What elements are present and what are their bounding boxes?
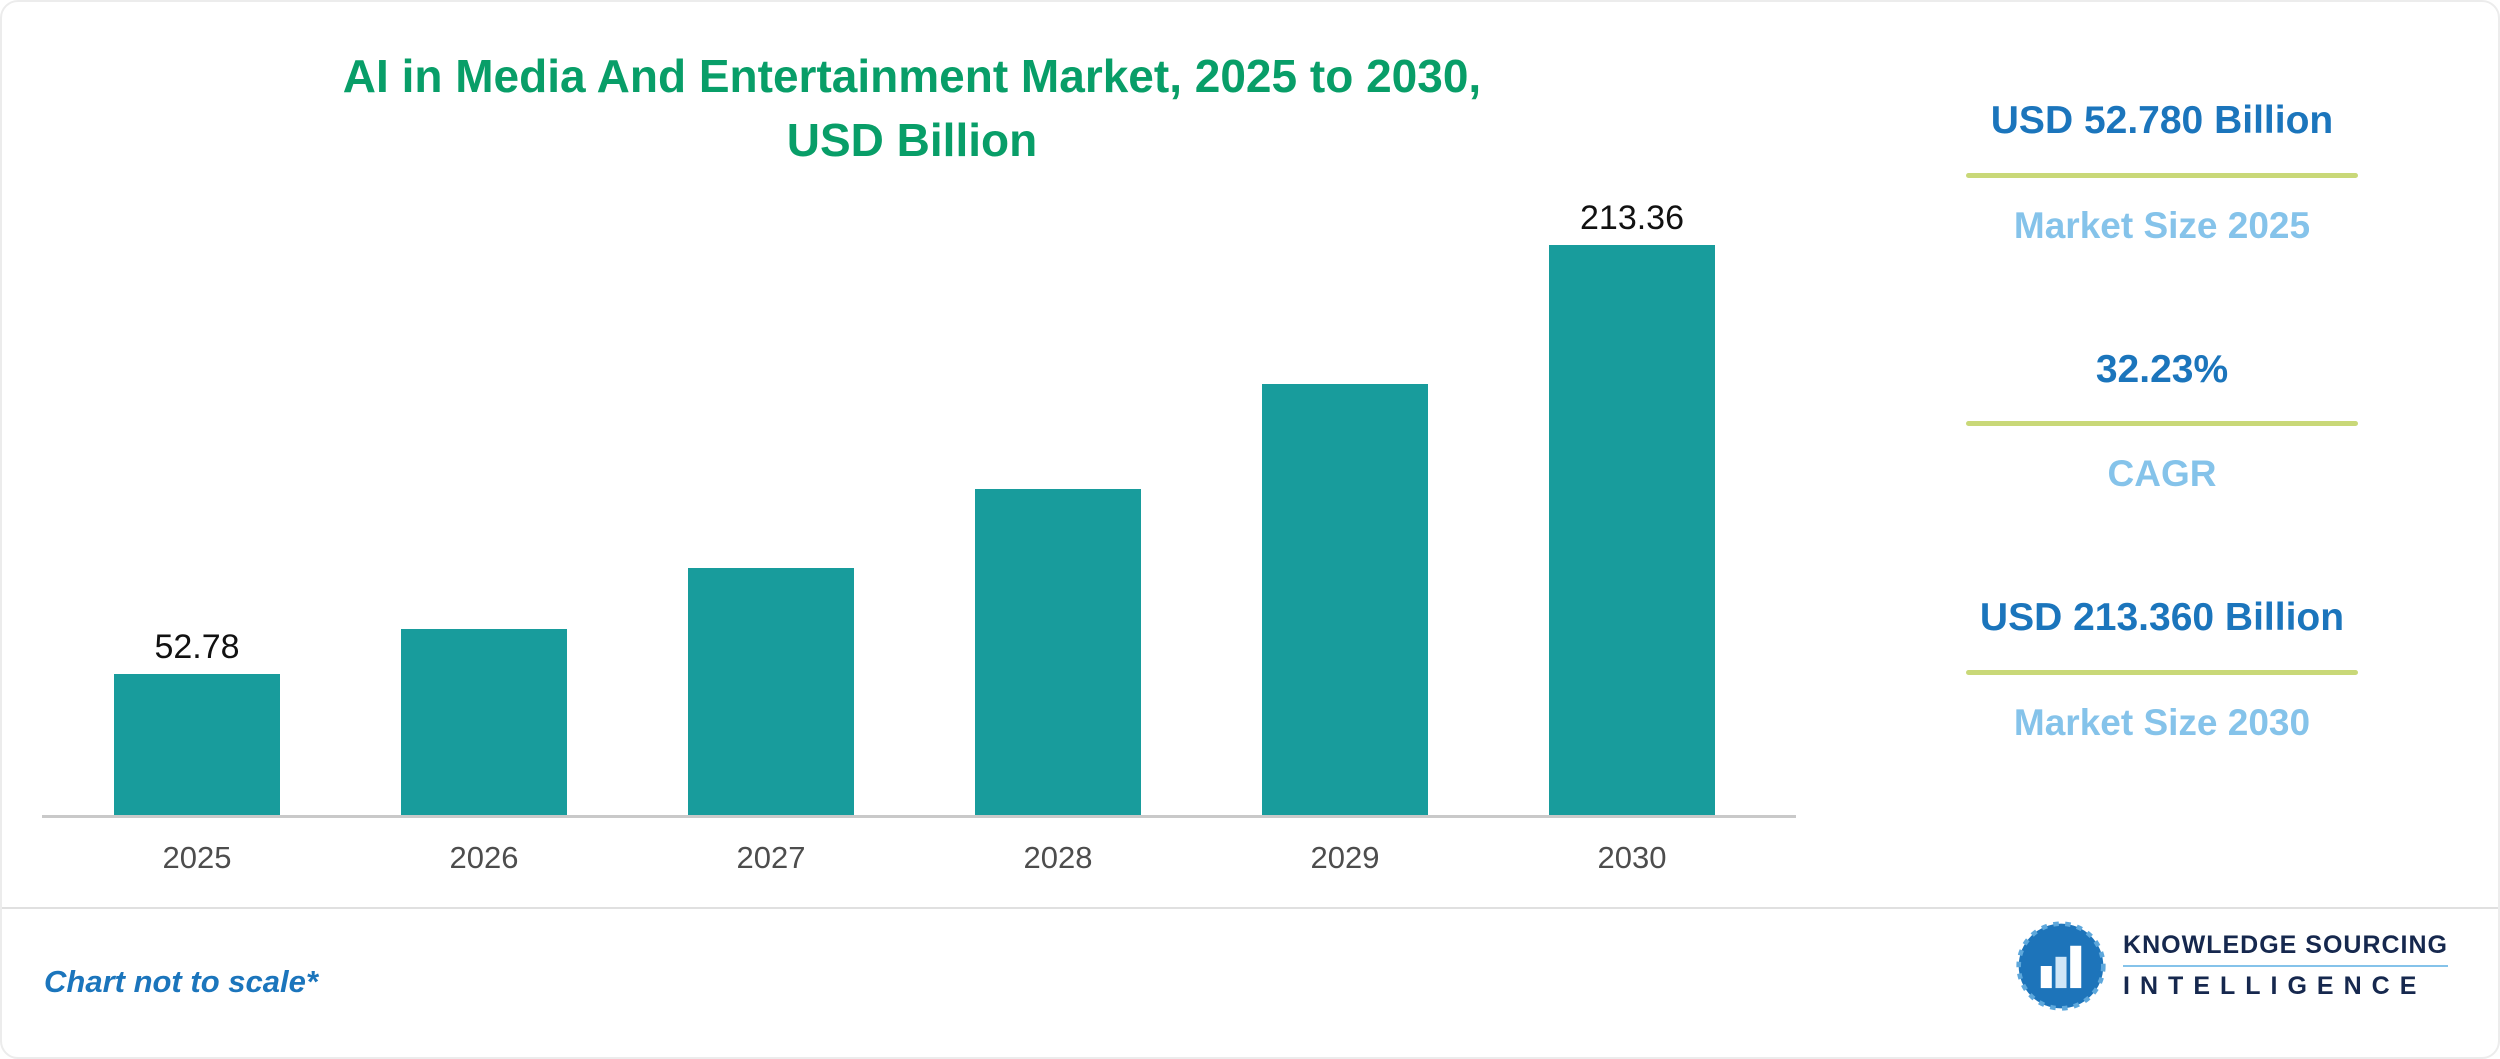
x-axis-line [42,815,1796,818]
stat-value: 32.23% [2095,347,2229,391]
chart-title-line2: USD Billion [786,114,1038,167]
x-axis-tick-label: 2029 [1310,840,1380,875]
x-axis-tick-label: 2028 [1023,840,1093,875]
bar-value-label: 52.78 [154,628,240,666]
x-axis-tick-label: 2025 [162,840,232,875]
stat-label: Market Size 2025 [2013,204,2311,246]
bar [1262,384,1428,815]
stats-panel: USD 52.780 Billion Market Size 2025 32.2… [1882,99,2442,744]
stat-divider [1966,421,2358,427]
bar [975,489,1141,815]
logo-separator [2123,965,2448,967]
x-axis-labels: 2025 2026 2027 2028 2029 2030 [114,840,1715,876]
stat-block-cagr: 32.23% CAGR [1966,347,2358,496]
bar-column [688,172,854,815]
logo-line2: INTELLIGENCE [2123,972,2427,1000]
bar [1549,245,1715,815]
x-axis-tick-label: 2027 [736,840,806,875]
x-axis-tick-label: 2030 [1597,840,1667,875]
bar-column: 52.78 [114,172,280,815]
bar-column [975,172,1141,815]
bar [114,674,280,815]
stat-block-market-size-2025: USD 52.780 Billion Market Size 2025 [1966,99,2358,247]
plot-area: 52.78 213.36 [114,172,1715,815]
stat-divider [1966,172,2358,178]
stat-block-market-size-2030: USD 213.360 Billion Market Size 2030 [1966,596,2358,744]
x-axis-tick-label: 2026 [449,840,519,875]
logo-globe-icon [2016,921,2106,1011]
stat-label: CAGR [2107,453,2217,495]
chart-title: AI in Media And Entertainment Market, 20… [2,44,1822,173]
stat-value: USD 213.360 Billion [1979,596,2345,640]
stat-label: Market Size 2030 [2013,702,2311,744]
logo-text: KNOWLEDGE SOURCING INTELLIGENCE [2123,931,2448,1001]
footer-separator [2,907,2498,909]
stat-value: USD 52.780 Billion [1990,99,2334,142]
bar [688,568,854,815]
bar [401,629,567,815]
chart-scale-note: Chart not to scale* [44,964,318,999]
chart-title-line1: AI in Media And Entertainment Market, 20… [342,50,1482,102]
logo-line1: KNOWLEDGE SOURCING [2123,931,2448,959]
company-logo: KNOWLEDGE SOURCING INTELLIGENCE [2015,920,2448,1012]
stat-divider [1966,670,2358,676]
bar-value-label: 213.36 [1580,199,1684,237]
bar-column [401,172,567,815]
bar-column [1262,172,1428,815]
bar-column: 213.36 [1549,172,1715,815]
